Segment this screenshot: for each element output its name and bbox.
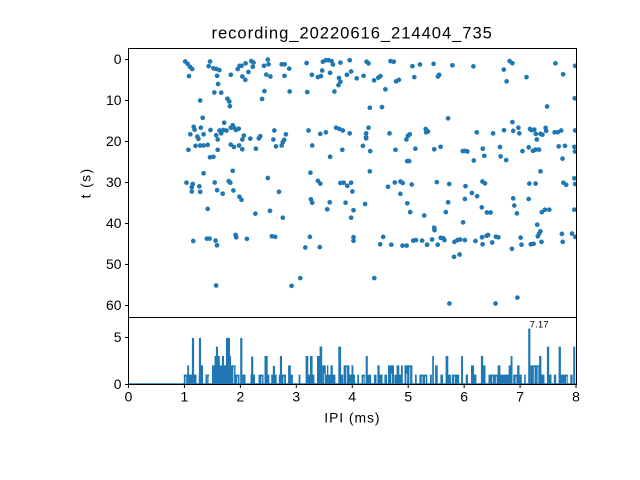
svg-text:40: 40	[106, 215, 122, 231]
svg-text:20: 20	[106, 133, 122, 149]
svg-text:50: 50	[106, 256, 122, 272]
svg-text:2: 2	[237, 389, 245, 405]
svg-text:recording_20220616_214404_735: recording_20220616_214404_735	[212, 24, 493, 43]
svg-text:5: 5	[114, 329, 122, 345]
svg-text:IPI (ms): IPI (ms)	[324, 409, 380, 425]
svg-text:0: 0	[114, 376, 122, 392]
svg-text:3: 3	[292, 389, 300, 405]
svg-text:0: 0	[125, 389, 133, 405]
svg-text:6: 6	[460, 389, 468, 405]
svg-text:5: 5	[404, 389, 412, 405]
svg-text:60: 60	[106, 297, 122, 313]
svg-text:8: 8	[572, 389, 580, 405]
svg-text:30: 30	[106, 174, 122, 190]
svg-text:10: 10	[106, 92, 122, 108]
svg-text:7: 7	[516, 389, 524, 405]
svg-text:t (s): t (s)	[78, 167, 94, 198]
svg-text:0: 0	[114, 51, 122, 67]
svg-text:1: 1	[181, 389, 189, 405]
svg-text:7.17: 7.17	[530, 320, 549, 330]
svg-text:4: 4	[348, 389, 356, 405]
